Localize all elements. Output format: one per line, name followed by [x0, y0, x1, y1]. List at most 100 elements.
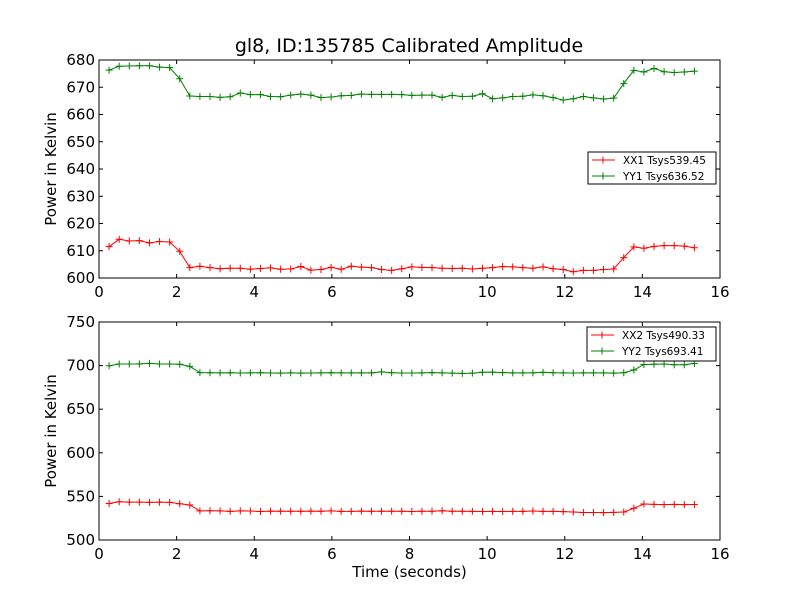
data-point	[145, 62, 153, 70]
x-tick-label: 16	[710, 545, 729, 563]
data-point	[499, 263, 507, 271]
data-point	[448, 507, 456, 515]
data-point	[156, 360, 164, 368]
legend: XX1 Tsys539.45 YY1 Tsys636.52	[587, 151, 717, 185]
data-point	[378, 90, 386, 98]
data-point	[660, 242, 668, 250]
data-point	[499, 507, 507, 515]
legend-swatch-marker	[598, 347, 606, 355]
data-point	[660, 68, 668, 76]
data-point	[600, 509, 608, 517]
x-tick-label: 10	[478, 283, 497, 301]
data-point	[196, 262, 204, 270]
x-tick-label: 2	[172, 283, 182, 301]
data-point	[337, 507, 345, 515]
data-point	[458, 369, 466, 377]
data-point	[367, 90, 375, 98]
data-point	[660, 501, 668, 509]
data-point	[418, 507, 426, 515]
data-point	[347, 91, 355, 99]
data-point	[428, 91, 436, 99]
data-point	[589, 508, 597, 516]
data-point	[378, 507, 386, 515]
x-tick-label: 8	[405, 283, 415, 301]
data-point	[489, 264, 497, 272]
data-point	[478, 507, 486, 515]
data-point	[408, 91, 416, 99]
data-point	[125, 360, 133, 368]
y-axis-label: Power in Kelvin	[42, 112, 60, 226]
data-point	[640, 244, 648, 252]
x-tick-label: 6	[327, 545, 337, 563]
data-point	[438, 264, 446, 272]
data-point	[600, 369, 608, 377]
data-point	[176, 75, 184, 83]
data-point	[206, 93, 214, 101]
data-point	[337, 369, 345, 377]
data-point	[650, 500, 658, 508]
data-point	[327, 507, 335, 515]
data-point	[246, 265, 254, 273]
data-point	[145, 239, 153, 247]
data-point	[448, 91, 456, 99]
data-point	[458, 264, 466, 272]
data-point	[145, 498, 153, 506]
data-point	[166, 360, 174, 368]
data-point	[549, 369, 557, 377]
data-point	[166, 498, 174, 506]
data-point	[267, 93, 275, 101]
data-point	[287, 91, 295, 99]
data-point	[428, 369, 436, 377]
data-point	[347, 262, 355, 270]
data-point	[630, 504, 638, 512]
data-point	[256, 369, 264, 377]
data-point	[680, 501, 688, 509]
y-tick-label: 620	[66, 215, 95, 233]
data-point	[620, 508, 628, 516]
data-point	[690, 67, 698, 75]
data-point	[478, 264, 486, 272]
x-tick-label: 2	[172, 545, 182, 563]
data-point	[529, 369, 537, 377]
x-tick-label: 4	[249, 545, 259, 563]
legend-label: XX1 Tsys539.45	[623, 155, 706, 167]
data-point	[125, 498, 133, 506]
data-point	[186, 264, 194, 272]
x-tick-label: 6	[327, 283, 337, 301]
data-point	[418, 263, 426, 271]
data-point	[135, 237, 143, 245]
data-point	[519, 507, 527, 515]
legend-entry: XX2 Tsys490.33	[591, 330, 705, 342]
data-point	[519, 92, 527, 100]
data-point	[589, 94, 597, 102]
legend-box	[586, 326, 717, 362]
y-tick-label: 600	[66, 444, 95, 462]
data-point	[509, 507, 517, 515]
data-point	[489, 95, 497, 103]
legend-swatch-marker	[598, 331, 606, 339]
x-tick-label: 14	[633, 545, 652, 563]
data-point	[135, 62, 143, 70]
y-tick-label: 680	[66, 51, 95, 69]
y-tick-label: 550	[66, 487, 95, 505]
data-point	[428, 507, 436, 515]
chart-title: gl8, ID:135785 Calibrated Amplitude	[235, 35, 583, 57]
data-point	[630, 66, 638, 74]
data-point	[549, 94, 557, 102]
data-point	[690, 501, 698, 509]
data-point	[196, 507, 204, 515]
data-point	[196, 369, 204, 377]
data-point	[448, 369, 456, 377]
data-point	[206, 369, 214, 377]
data-point	[206, 264, 214, 272]
data-point	[357, 90, 365, 98]
y-tick-label: 700	[66, 357, 95, 375]
data-point	[166, 238, 174, 246]
data-point	[509, 263, 517, 271]
data-point	[539, 368, 547, 376]
y-axis-label: Power in Kelvin	[42, 374, 60, 488]
data-point	[347, 507, 355, 515]
data-point	[398, 507, 406, 515]
data-point	[307, 91, 315, 99]
data-point	[670, 361, 678, 369]
